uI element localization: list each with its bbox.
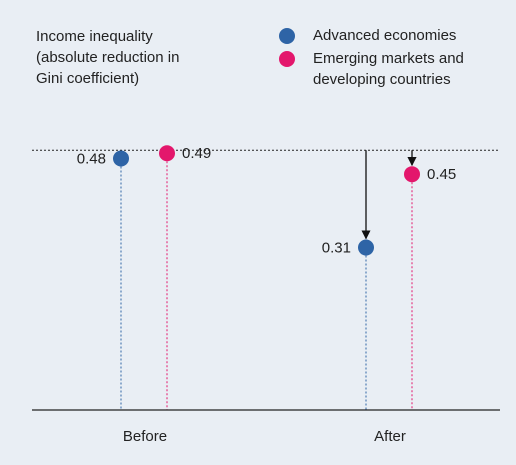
value-label: 0.31 — [322, 240, 351, 257]
dot — [404, 166, 420, 183]
dot — [358, 239, 374, 256]
value-label: 0.48 — [77, 150, 106, 167]
legend-label: Emerging markets and developing countrie… — [313, 50, 464, 88]
legend-swatch — [279, 51, 295, 67]
chart-title: Income inequality (absolute reduction in… — [36, 28, 180, 87]
value-label: 0.45 — [427, 166, 456, 183]
legend-label: Advanced economies — [313, 27, 457, 44]
value-label: 0.49 — [182, 145, 211, 162]
dot — [159, 145, 175, 162]
legend-swatch — [279, 28, 295, 44]
dot — [113, 150, 129, 167]
x-tick-label: After — [374, 428, 406, 445]
x-tick-label: Before — [123, 428, 167, 445]
